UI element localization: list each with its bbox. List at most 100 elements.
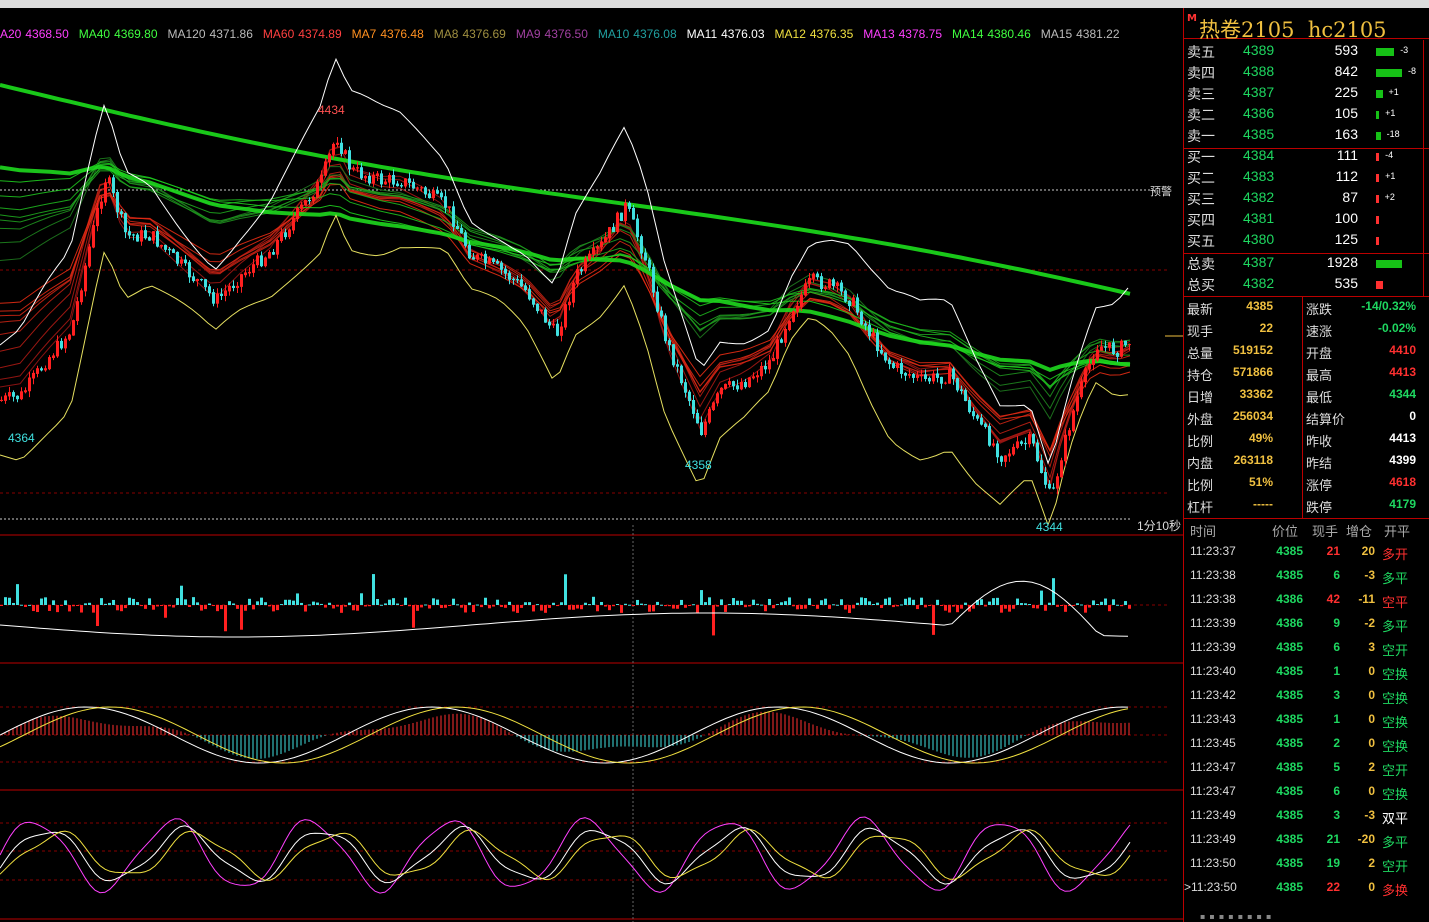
candlestick-body (44, 368, 47, 371)
volume-bar (672, 605, 675, 609)
candlestick-body (164, 244, 167, 250)
bid-level-row[interactable]: 买五 4380 125 (1186, 231, 1426, 252)
volume-bar (712, 605, 715, 636)
candlestick-body (1000, 456, 1003, 462)
candlestick-body (680, 365, 683, 384)
candlestick-body (4, 395, 7, 401)
tick-row[interactable]: 11:23:49 4385 21 -20 多平 (1186, 832, 1426, 856)
tick-type: 空开 (1382, 643, 1409, 658)
level-change: -4 (1385, 150, 1394, 160)
candlestick-body (440, 192, 443, 198)
candlestick-body (616, 212, 619, 232)
candlestick-body (416, 187, 419, 189)
volume-bar (940, 605, 943, 606)
tick-row[interactable]: 11:23:50 4385 19 2 空开 (1186, 856, 1426, 880)
candlestick-body (664, 315, 667, 342)
tick-row[interactable]: 11:23:40 4385 1 0 空换 (1186, 664, 1426, 688)
tick-type: 多换 (1382, 883, 1409, 898)
volume-bar (308, 604, 311, 606)
stat-value: 4344 (1389, 387, 1416, 401)
panel-toolbar-icons[interactable]: ▪▪▪▪▪▪▪▪ (1200, 912, 1276, 921)
ask-level-row[interactable]: 卖四 4388 842 -8 (1186, 63, 1426, 84)
tick-time: 11:23:39 (1190, 616, 1236, 630)
volume-bar (680, 599, 683, 605)
tick-row[interactable]: 11:23:38 4386 42 -11 空平 (1186, 592, 1426, 616)
volume-bar (380, 604, 383, 606)
stat-row: 外盘 256034 结算价 0 (1186, 409, 1426, 431)
candlestick-body (760, 365, 763, 377)
tick-row[interactable]: 11:23:39 4386 9 -2 多平 (1186, 616, 1426, 640)
level-label: 卖五 (1187, 44, 1215, 60)
tick-row[interactable]: >11:23:50 4385 22 0 多换 (1184, 880, 1426, 904)
volume-bar (1068, 605, 1071, 606)
tick-row[interactable]: 11:23:43 4385 1 0 空换 (1186, 712, 1426, 736)
volume-bar (532, 605, 535, 612)
volume-bar (464, 605, 467, 613)
stat-label: 持仓 (1187, 368, 1214, 383)
volume-bar (400, 605, 403, 606)
bid-level-row[interactable]: 买二 4383 112 +1 (1186, 168, 1426, 189)
tick-price: 4386 (1276, 592, 1303, 606)
candlestick-body (940, 376, 943, 384)
volume-bar (296, 593, 299, 605)
candlestick-body (700, 422, 703, 436)
candlestick-body (872, 332, 875, 337)
level-volume: 163 (1334, 126, 1358, 142)
tick-row[interactable]: 11:23:37 4385 21 20 多开 (1186, 544, 1426, 568)
candlestick-body (1056, 476, 1059, 489)
volume-bar (800, 605, 803, 609)
candlestick-body (176, 251, 179, 264)
candlestick-body (332, 143, 335, 155)
volume-bar (928, 605, 931, 606)
tick-row[interactable]: 11:23:39 4385 6 3 空开 (1186, 640, 1426, 664)
tick-row[interactable]: 11:23:42 4385 3 0 空换 (1186, 688, 1426, 712)
candlestick-body (1044, 472, 1047, 485)
tick-price: 4385 (1276, 664, 1303, 678)
volume-bar (692, 604, 695, 606)
volume-bar (664, 605, 667, 607)
candlestick-body (784, 329, 787, 343)
candlestick-body (900, 362, 903, 374)
tick-row[interactable]: 11:23:49 4385 3 -3 双平 (1186, 808, 1426, 832)
tick-row[interactable]: 11:23:38 4385 6 -3 多平 (1186, 568, 1426, 592)
tick-row[interactable]: 11:23:45 4385 2 0 空换 (1186, 736, 1426, 760)
candlestick-body (752, 376, 755, 379)
volume-bar (1000, 605, 1003, 613)
candlestick-body (136, 234, 139, 242)
volume-bar (612, 605, 615, 607)
candlestick-body (372, 175, 375, 184)
volume-bar (100, 598, 103, 605)
candlestick-body (716, 393, 719, 404)
bid-level-row[interactable]: 买一 4384 111 -4 (1186, 147, 1426, 168)
tick-time: >11:23:50 (1184, 880, 1237, 894)
ma-legend-item: MA12 4376.35 (774, 27, 854, 41)
tick-header-vol: 现手 (1312, 524, 1339, 539)
tick-row[interactable]: 11:23:47 4385 6 0 空换 (1186, 784, 1426, 808)
ask-level-row[interactable]: 卖五 4389 593 -3 (1186, 42, 1426, 63)
volume-bar (828, 605, 831, 609)
candlestick-body (652, 266, 655, 293)
candlestick-body (772, 357, 775, 362)
level-volume: 111 (1336, 147, 1358, 163)
volume-bar (764, 605, 767, 612)
bid-level-row[interactable]: 买四 4381 100 (1186, 210, 1426, 231)
ma-legend-item: MA14 4380.46 (952, 27, 1031, 41)
kline-chart-area[interactable]: 4434 4364 4358 4344 预警 1分10秒 (0, 8, 1183, 922)
tick-row[interactable]: 11:23:47 4385 5 2 空开 (1186, 760, 1426, 784)
bid-level-row[interactable]: 买三 4382 87 +2 (1186, 189, 1426, 210)
volume-bar (336, 605, 339, 607)
ask-level-row[interactable]: 卖二 4386 105 +1 (1186, 105, 1426, 126)
macd-signal-line (0, 706, 1129, 764)
stat-label[interactable]: 结算价 (1306, 412, 1346, 427)
candlestick-body (172, 249, 175, 253)
candlestick-body (916, 375, 919, 378)
tick-volume: 6 (1333, 568, 1340, 582)
ask-level-row[interactable]: 卖一 4385 163 -18 (1186, 126, 1426, 147)
candlestick-body (792, 311, 795, 322)
volume-bar (924, 605, 927, 608)
ask-level-row[interactable]: 卖三 4387 225 +1 (1186, 84, 1426, 105)
volume-bar (120, 605, 123, 612)
tick-oi-change: -2 (1364, 616, 1375, 630)
volume-bar (716, 605, 719, 607)
total-label: 总卖 (1187, 256, 1215, 272)
